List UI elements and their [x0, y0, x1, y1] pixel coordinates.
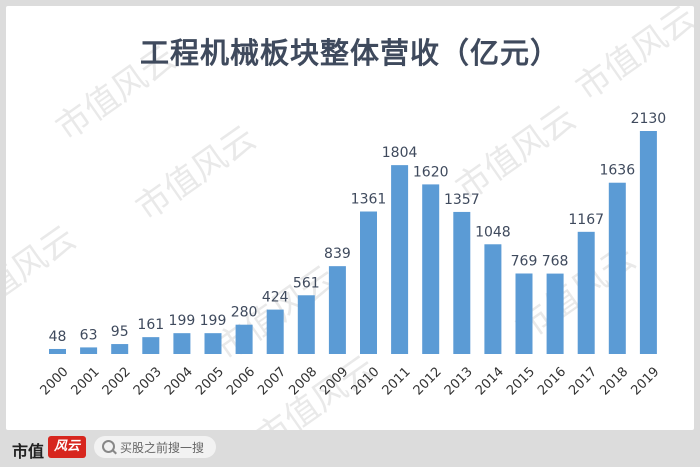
bar-chart: 4820006320019520021612003199200419920052…	[38, 111, 667, 398]
data-label-2013: 1357	[444, 192, 480, 208]
bar-2016	[546, 273, 564, 354]
x-tick-2003: 2003	[131, 364, 165, 398]
bar-2001	[80, 347, 98, 354]
x-tick-2017: 2017	[566, 364, 600, 398]
data-label-2001: 63	[80, 327, 98, 343]
x-tick-2002: 2002	[100, 364, 134, 398]
bar-2006	[235, 324, 253, 354]
x-tick-2012: 2012	[411, 364, 445, 398]
x-tick-2006: 2006	[224, 364, 258, 398]
data-label-2007: 424	[262, 290, 289, 306]
bar-2000	[49, 348, 66, 354]
data-label-2005: 199	[200, 313, 227, 329]
data-label-2004: 199	[169, 313, 196, 329]
bar-2002	[111, 344, 129, 354]
bar-2004	[173, 333, 191, 354]
search-input[interactable]: 买股之前搜一搜	[94, 436, 216, 458]
bar-2011	[391, 165, 409, 354]
bar-2007	[266, 309, 284, 354]
data-label-2014: 1048	[475, 224, 511, 240]
x-tick-2019: 2019	[628, 364, 662, 398]
x-tick-2010: 2010	[349, 364, 383, 398]
x-tick-2009: 2009	[317, 364, 351, 398]
bar-2014	[484, 244, 502, 354]
data-label-2003: 161	[137, 317, 164, 333]
search-placeholder: 买股之前搜一搜	[120, 441, 205, 455]
x-tick-2011: 2011	[380, 364, 414, 398]
bar-2003	[142, 337, 160, 354]
bar-2008	[297, 295, 315, 354]
search-icon	[102, 440, 115, 453]
chart-card: 市值风云 市值风云 市值风云 市值风云 市值风云 市值风云 市值风云 市值风云 …	[6, 6, 694, 430]
bar-2015	[515, 273, 533, 354]
x-tick-2005: 2005	[193, 364, 227, 398]
logo-text: 市值	[12, 442, 45, 461]
x-tick-2015: 2015	[504, 364, 538, 398]
data-label-2008: 561	[293, 275, 320, 291]
data-label-2016: 768	[542, 254, 569, 270]
x-tick-2004: 2004	[162, 364, 196, 398]
footer-bar: 市值 风云 买股之前搜一搜	[0, 430, 700, 467]
data-label-2000: 48	[49, 329, 67, 345]
data-label-2015: 769	[511, 253, 538, 269]
bar-2019	[639, 131, 657, 354]
x-tick-2013: 2013	[442, 364, 476, 398]
x-tick-2007: 2007	[255, 364, 289, 398]
data-label-2009: 839	[324, 246, 351, 262]
bar-2012	[422, 184, 440, 354]
bar-2017	[577, 231, 595, 354]
x-tick-2016: 2016	[535, 364, 569, 398]
x-tick-2018: 2018	[597, 364, 631, 398]
data-label-2006: 280	[231, 305, 258, 321]
data-label-2011: 1804	[382, 145, 418, 161]
data-label-2002: 95	[111, 324, 129, 340]
bar-2013	[453, 211, 471, 354]
x-tick-2000: 2000	[38, 364, 72, 398]
logo-badge: 风云	[48, 436, 86, 458]
bar-2010	[360, 211, 377, 354]
data-label-2018: 1636	[599, 163, 635, 179]
data-label-2010: 1361	[351, 192, 387, 208]
x-tick-2014: 2014	[473, 364, 507, 398]
bar-2018	[608, 182, 626, 354]
data-label-2012: 1620	[413, 164, 449, 180]
bar-2009	[328, 266, 346, 354]
data-label-2019: 2130	[631, 111, 667, 127]
x-tick-2008: 2008	[286, 364, 320, 398]
bar-2005	[204, 333, 222, 354]
data-label-2017: 1167	[568, 212, 604, 228]
x-tick-2001: 2001	[69, 364, 103, 398]
chart-title: 工程机械板块整体营收（亿元）	[139, 36, 560, 70]
